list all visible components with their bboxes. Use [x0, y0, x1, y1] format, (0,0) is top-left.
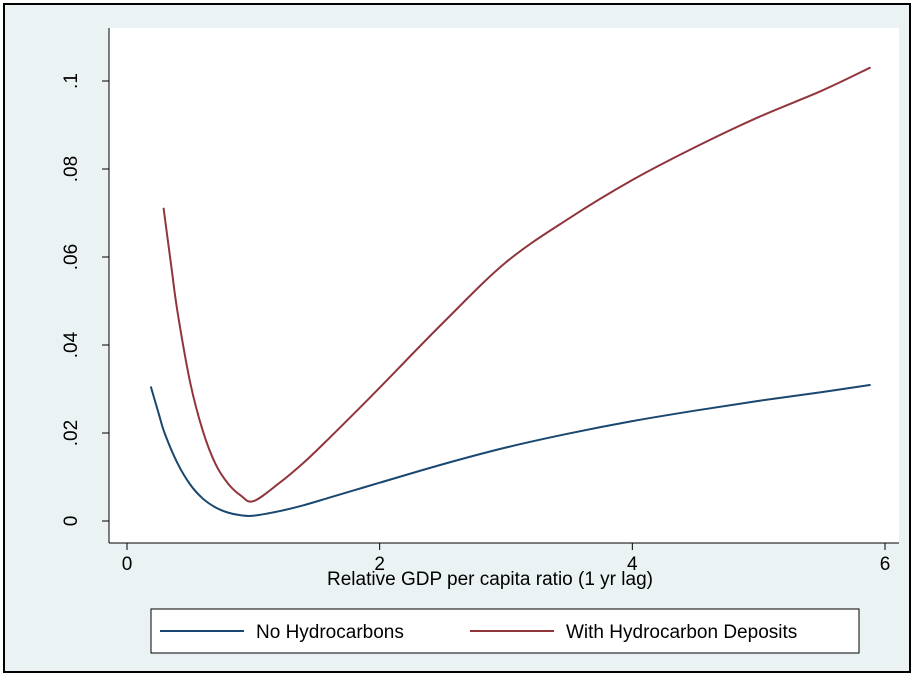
- y-tick-label: .1: [61, 73, 82, 89]
- y-tick-label: .02: [61, 420, 82, 446]
- series-layer: [150, 66, 871, 518]
- x-axis-title: Relative GDP per capita ratio (1 yr lag): [327, 569, 653, 590]
- x-tick-label: 2: [374, 554, 385, 575]
- x-tick-label: 6: [880, 554, 891, 575]
- x-tick-label: 0: [122, 554, 133, 575]
- x-tick-label: 4: [627, 554, 638, 575]
- legend: No Hydrocarbons With Hydrocarbon Deposit…: [150, 608, 860, 654]
- y-tick-label: .08: [61, 156, 82, 182]
- y-tick-label: 0: [61, 516, 82, 527]
- series-line-0: [150, 384, 871, 518]
- y-tick-label: .04: [61, 331, 82, 358]
- legend-label-with-hydrocarbon-deposits: With Hydrocarbon Deposits: [566, 622, 797, 643]
- chart: 0 2 4 6 0 .02 .04 .06 .08 .1 Relative GDP per cap…: [5, 5, 909, 671]
- axis-layer: 0 2 4 6 0 .02 .04 .06 .08 .1: [61, 28, 899, 575]
- plot-area: [109, 28, 899, 543]
- legend-label-no-hydrocarbons: No Hydrocarbons: [256, 622, 404, 643]
- series-line-1: [162, 66, 871, 503]
- y-tick-label: .06: [61, 244, 82, 270]
- chart-frame: 0 2 4 6 0 .02 .04 .06 .08 .1 Relative GDP per cap…: [3, 3, 911, 673]
